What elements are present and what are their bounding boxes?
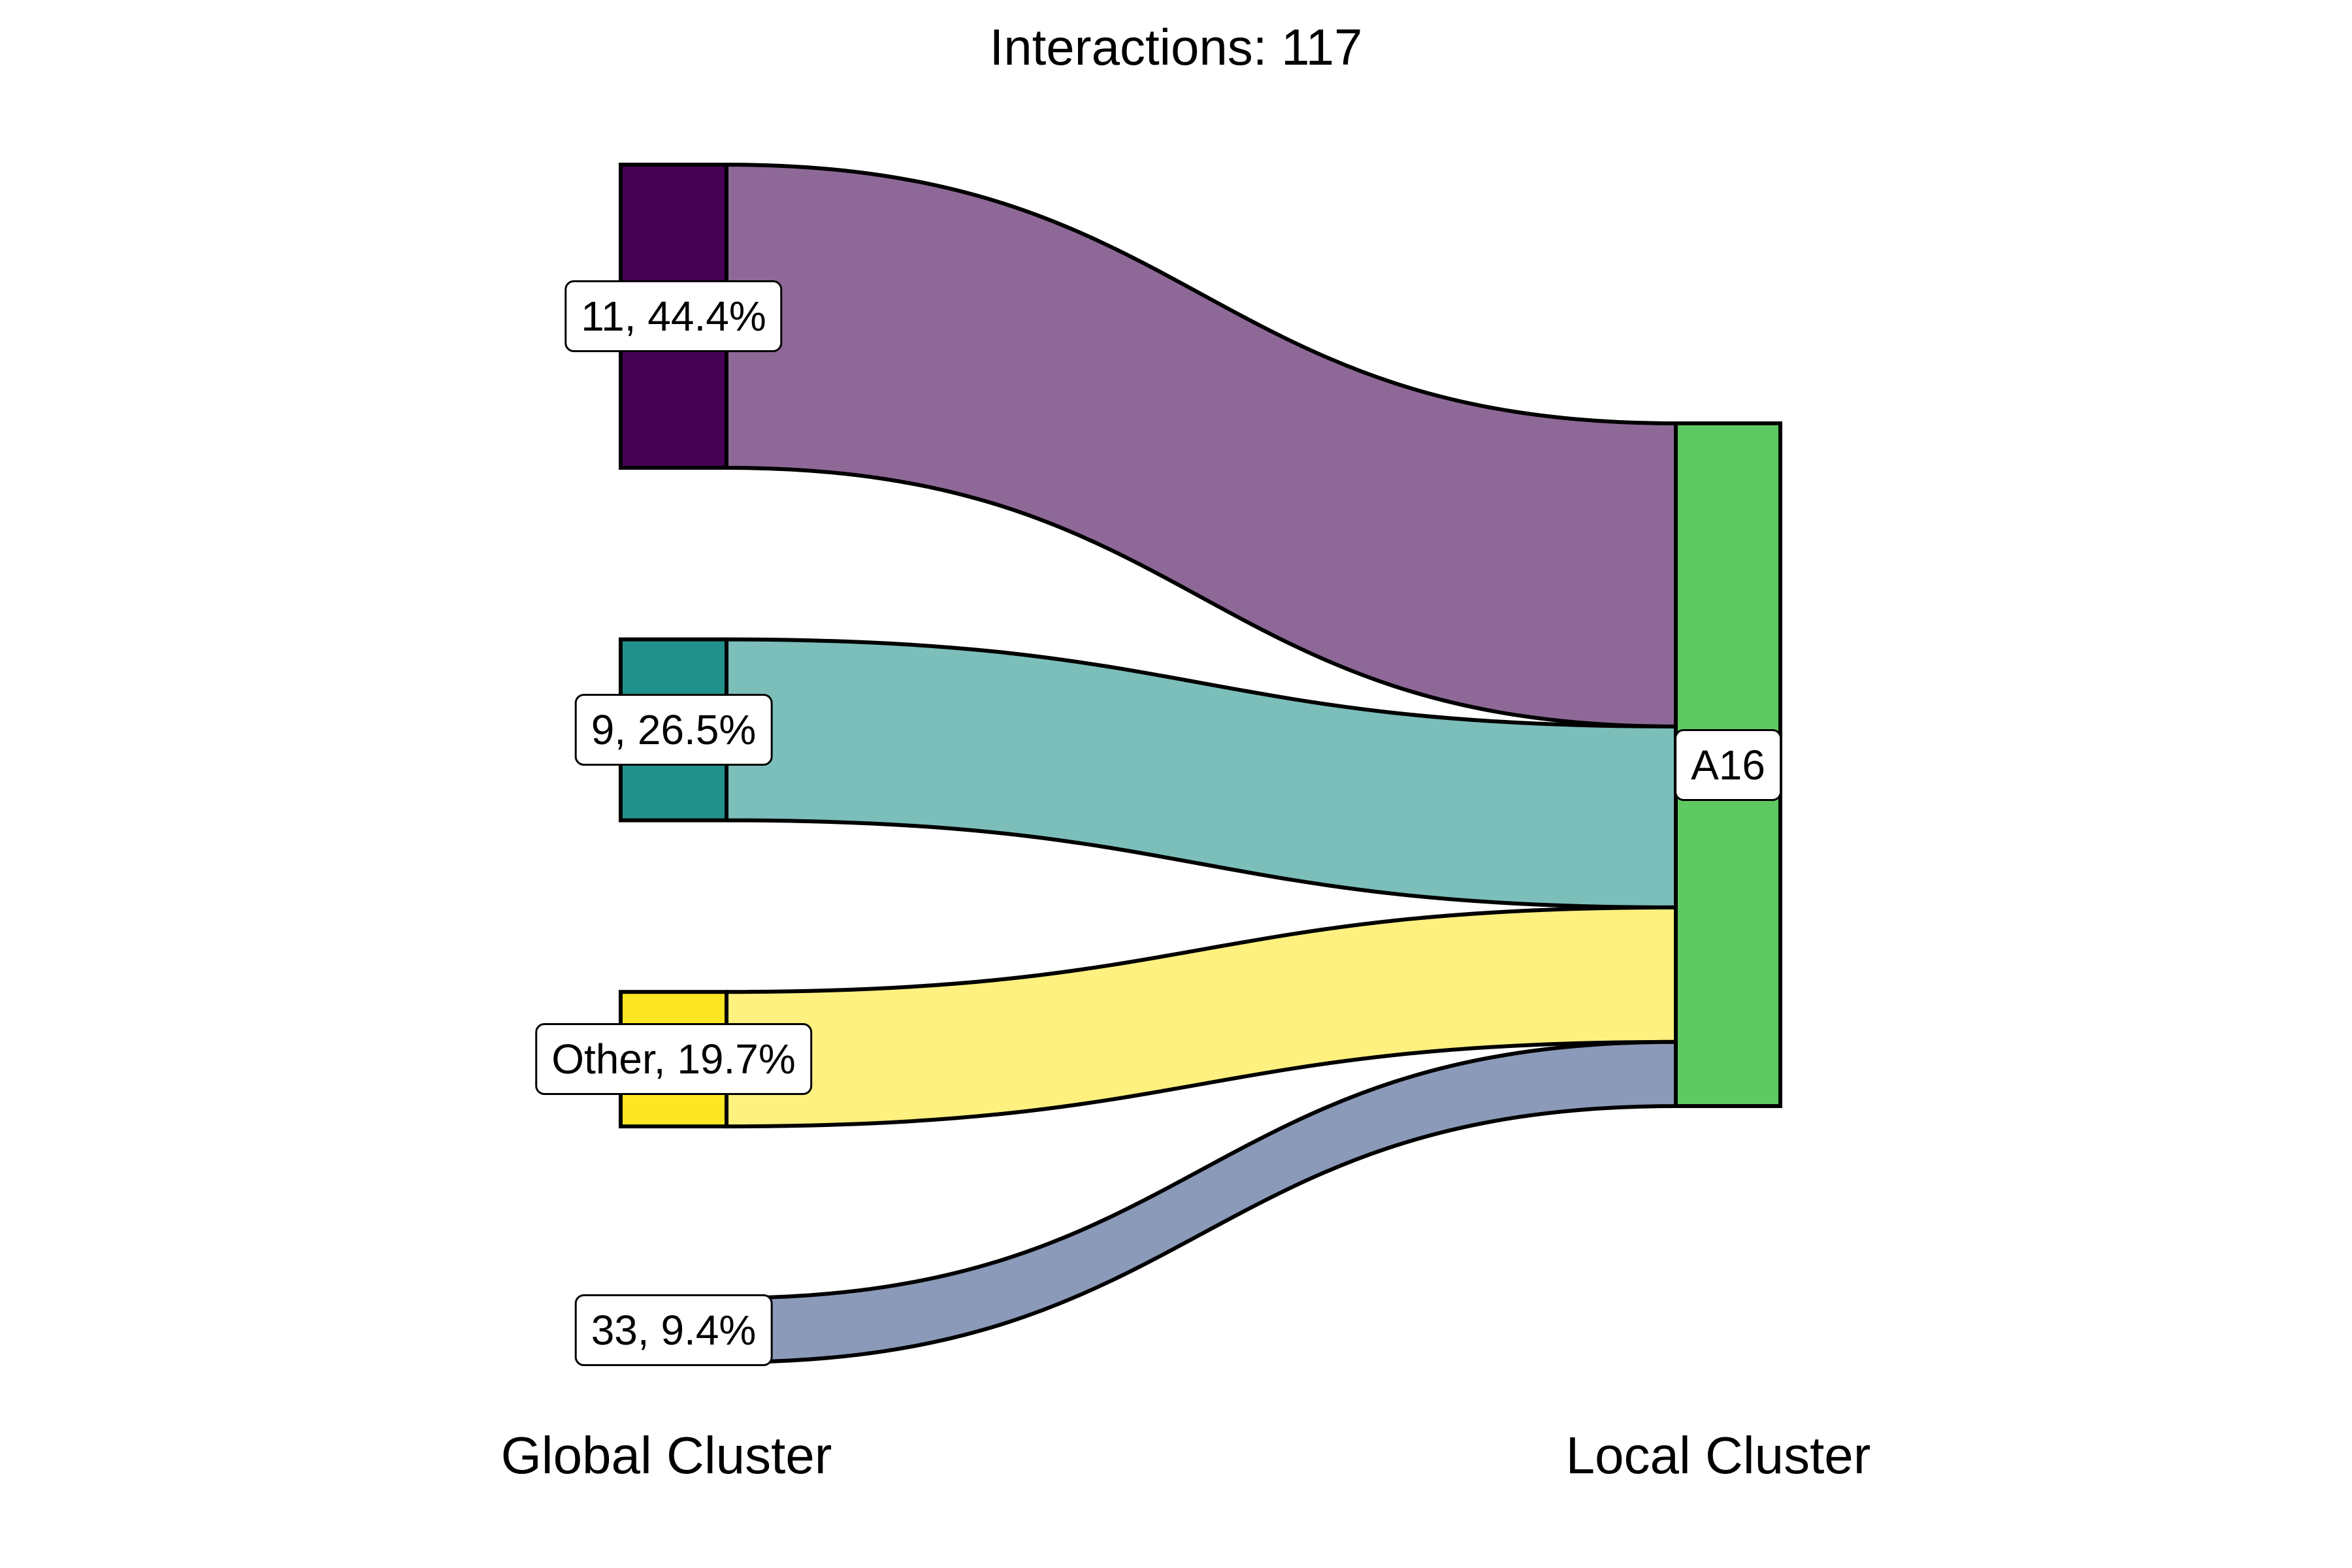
source-label-other: Other, 19.7%: [535, 1023, 812, 1096]
chart-title: Interactions: 117: [989, 18, 1363, 76]
x-axis-label-left: Global Cluster: [500, 1426, 832, 1484]
source-label-33: 33, 9.4%: [574, 1294, 773, 1366]
flows-layer: [725, 163, 1678, 1364]
target-label-a16: A16: [1674, 728, 1782, 801]
source-label-11: 11, 44.4%: [564, 280, 783, 352]
x-axis-label-right: Local Cluster: [1565, 1426, 1871, 1484]
source-label-9: 9, 26.5%: [574, 694, 773, 766]
